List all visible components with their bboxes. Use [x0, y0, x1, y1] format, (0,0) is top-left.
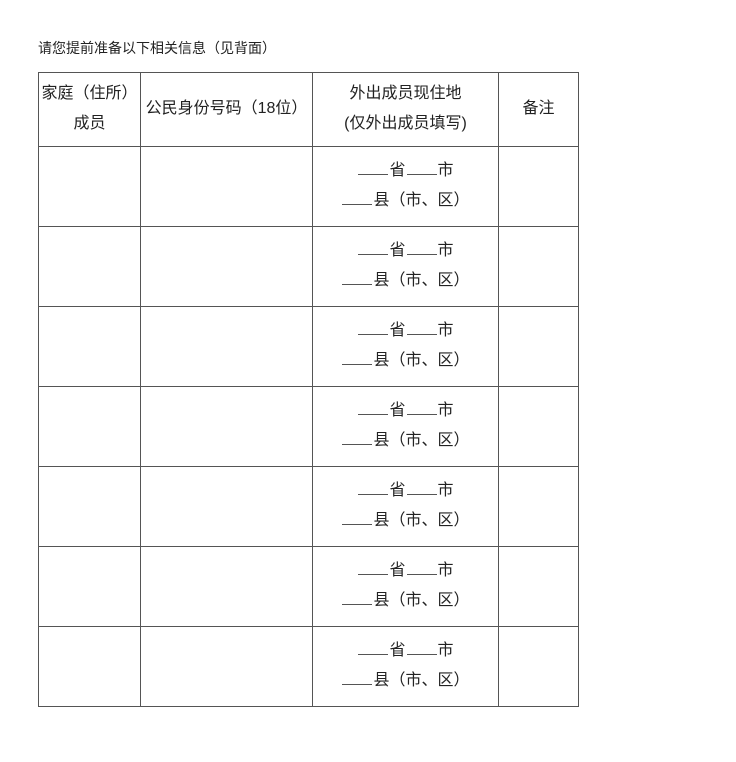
table-row: 省市县（市、区） — [39, 546, 579, 626]
table-row: 省市县（市、区） — [39, 226, 579, 306]
table-row: 省市县（市、区） — [39, 146, 579, 226]
blank-city[interactable] — [407, 159, 437, 175]
table-row: 省市县（市、区） — [39, 466, 579, 546]
cell-address[interactable]: 省市县（市、区） — [313, 306, 499, 386]
cell-address[interactable]: 省市县（市、区） — [313, 466, 499, 546]
instruction-text: 请您提前准备以下相关信息（见背面） — [38, 38, 736, 58]
cell-id-number[interactable] — [141, 626, 313, 706]
blank-city[interactable] — [407, 319, 437, 335]
cell-id-number[interactable] — [141, 306, 313, 386]
cell-remark[interactable] — [499, 226, 579, 306]
cell-member[interactable] — [39, 226, 141, 306]
table-row: 省市县（市、区） — [39, 386, 579, 466]
cell-remark[interactable] — [499, 386, 579, 466]
cell-remark[interactable] — [499, 626, 579, 706]
header-row: 家庭（住所）成员 公民身份号码（18位） 外出成员现住地 (仅外出成员填写) 备… — [39, 73, 579, 147]
blank-city[interactable] — [407, 479, 437, 495]
cell-address[interactable]: 省市县（市、区） — [313, 386, 499, 466]
table-row: 省市县（市、区） — [39, 306, 579, 386]
info-table: 家庭（住所）成员 公民身份号码（18位） 外出成员现住地 (仅外出成员填写) 备… — [38, 72, 579, 707]
blank-city[interactable] — [407, 239, 437, 255]
cell-remark[interactable] — [499, 146, 579, 226]
cell-id-number[interactable] — [141, 466, 313, 546]
cell-remark[interactable] — [499, 546, 579, 626]
cell-member[interactable] — [39, 626, 141, 706]
cell-address[interactable]: 省市县（市、区） — [313, 546, 499, 626]
blank-province[interactable] — [358, 239, 388, 255]
cell-member[interactable] — [39, 306, 141, 386]
header-address-line2: (仅外出成员填写) — [344, 115, 467, 132]
blank-province[interactable] — [358, 559, 388, 575]
blank-county[interactable] — [342, 269, 372, 285]
blank-county[interactable] — [342, 189, 372, 205]
blank-province[interactable] — [358, 639, 388, 655]
cell-member[interactable] — [39, 546, 141, 626]
blank-city[interactable] — [407, 559, 437, 575]
cell-id-number[interactable] — [141, 386, 313, 466]
table-row: 省市县（市、区） — [39, 626, 579, 706]
blank-county[interactable] — [342, 589, 372, 605]
blank-province[interactable] — [358, 319, 388, 335]
cell-member[interactable] — [39, 386, 141, 466]
header-current-address: 外出成员现住地 (仅外出成员填写) — [313, 73, 499, 147]
blank-province[interactable] — [358, 399, 388, 415]
cell-member[interactable] — [39, 466, 141, 546]
blank-province[interactable] — [358, 159, 388, 175]
header-id-number: 公民身份号码（18位） — [141, 73, 313, 147]
cell-address[interactable]: 省市县（市、区） — [313, 626, 499, 706]
blank-county[interactable] — [342, 669, 372, 685]
blank-county[interactable] — [342, 349, 372, 365]
cell-member[interactable] — [39, 146, 141, 226]
cell-id-number[interactable] — [141, 146, 313, 226]
header-household-member: 家庭（住所）成员 — [39, 73, 141, 147]
header-address-line1: 外出成员现住地 — [349, 85, 461, 102]
table-body: 省市县（市、区）省市县（市、区）省市县（市、区）省市县（市、区）省市县（市、区）… — [39, 146, 579, 706]
blank-province[interactable] — [358, 479, 388, 495]
blank-county[interactable] — [342, 429, 372, 445]
cell-address[interactable]: 省市县（市、区） — [313, 146, 499, 226]
cell-remark[interactable] — [499, 306, 579, 386]
cell-remark[interactable] — [499, 466, 579, 546]
cell-id-number[interactable] — [141, 546, 313, 626]
cell-id-number[interactable] — [141, 226, 313, 306]
blank-city[interactable] — [407, 399, 437, 415]
blank-county[interactable] — [342, 509, 372, 525]
cell-address[interactable]: 省市县（市、区） — [313, 226, 499, 306]
header-remark: 备注 — [499, 73, 579, 147]
blank-city[interactable] — [407, 639, 437, 655]
